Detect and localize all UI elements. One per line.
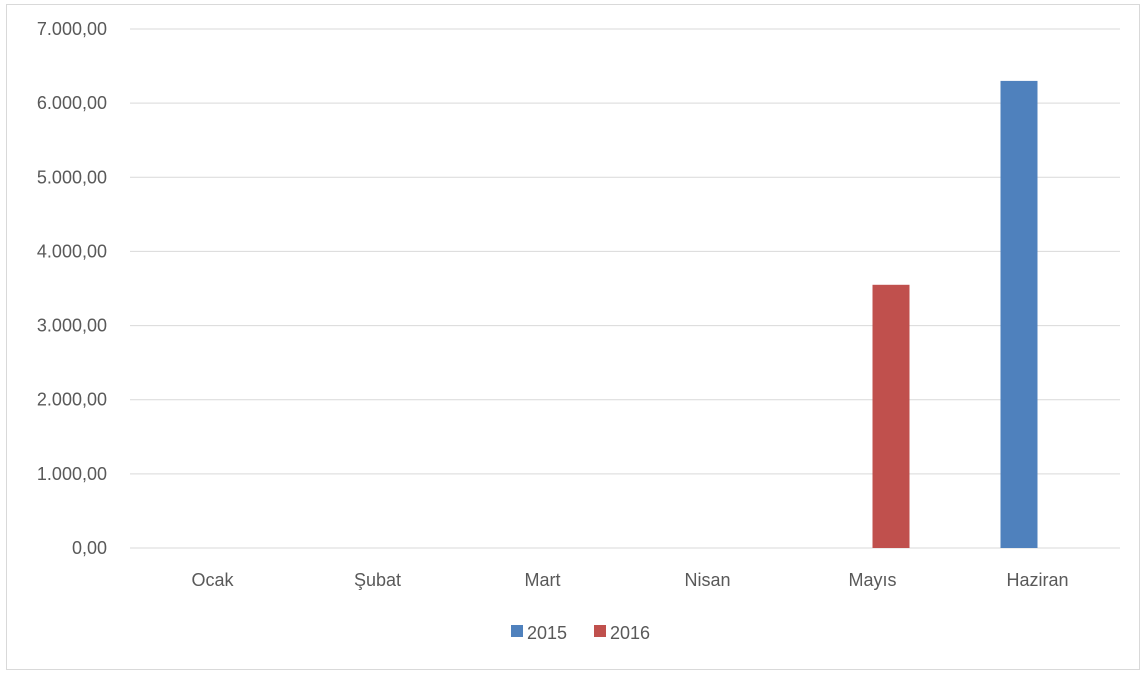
- bars: [872, 80, 1038, 549]
- gridlines: [130, 28, 1120, 549]
- x-category-label: Mart: [525, 570, 561, 590]
- y-tick-label: 5.000,00: [37, 167, 107, 187]
- y-tick-label: 1.000,00: [37, 464, 107, 484]
- legend-swatch-2016: [594, 625, 606, 637]
- chart-frame: [6, 4, 1140, 670]
- y-tick-label: 2.000,00: [37, 390, 107, 410]
- x-category-label: Nisan: [684, 570, 730, 590]
- x-category-label: Mayıs: [848, 570, 896, 590]
- x-category-label: Ocak: [191, 570, 234, 590]
- legend-label: 2015: [527, 623, 567, 643]
- legend: 2015 2016: [511, 623, 650, 643]
- x-category-label: Haziran: [1006, 570, 1068, 590]
- y-axis-tick-labels: 0,00 1.000,00 2.000,00 3.000,00 4.000,00 5.00…: [37, 19, 107, 558]
- bar-2015-Haziran: [1000, 80, 1038, 549]
- y-tick-label: 4.000,00: [37, 241, 107, 261]
- x-category-label: Şubat: [354, 570, 401, 590]
- legend-label: 2016: [610, 623, 650, 643]
- x-axis-category-labels: Ocak Şubat Mart Nisan Mayıs Haziran: [191, 570, 1068, 590]
- y-tick-label: 3.000,00: [37, 316, 107, 336]
- y-tick-label: 7.000,00: [37, 19, 107, 39]
- y-tick-label: 0,00: [72, 538, 107, 558]
- bar-2016-Mayıs: [872, 284, 910, 548]
- legend-swatch-2015: [511, 625, 523, 637]
- y-tick-label: 6.000,00: [37, 93, 107, 113]
